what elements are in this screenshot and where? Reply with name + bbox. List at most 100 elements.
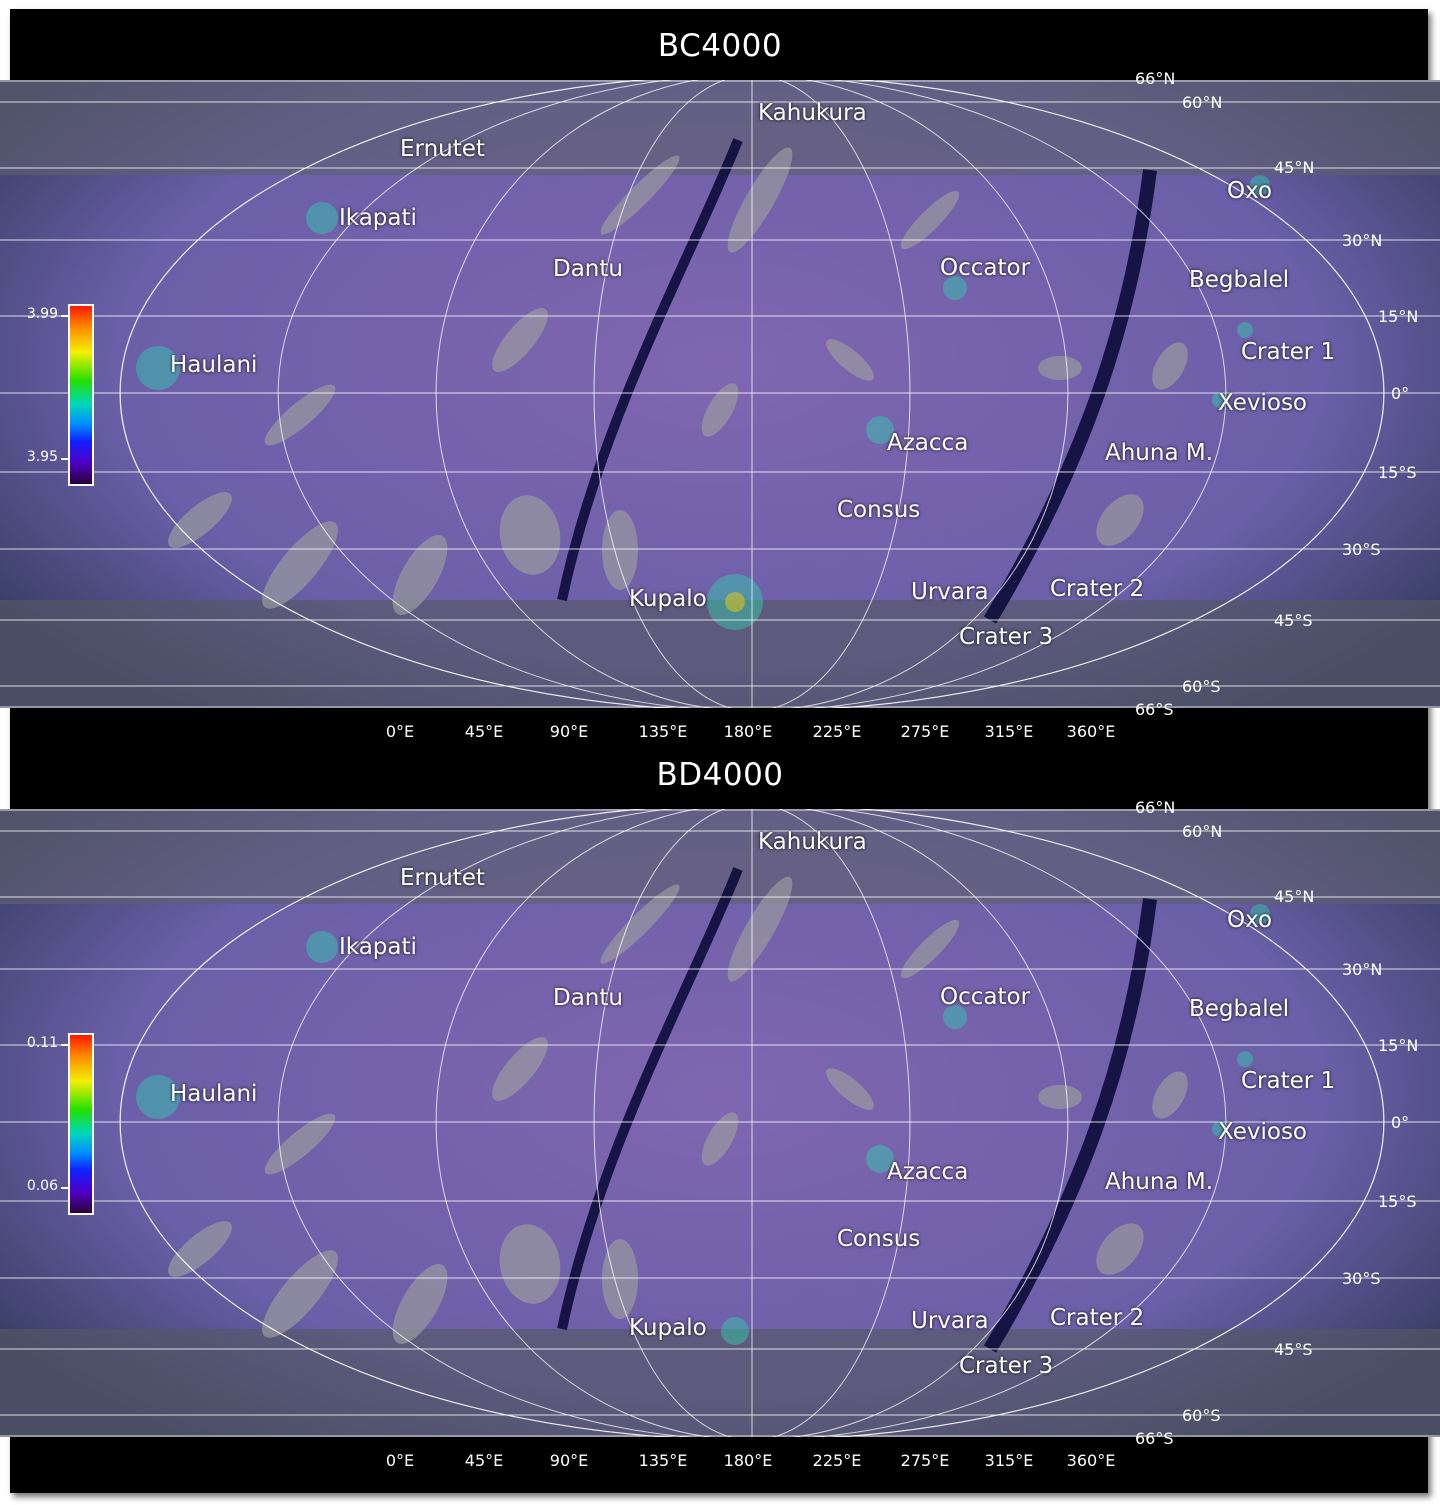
feature-label-oxo: Oxo xyxy=(1227,907,1273,933)
lat-label-30s: 30°S xyxy=(1342,540,1381,559)
lon-label: 225°E xyxy=(812,1451,862,1470)
spectral-spot xyxy=(136,1075,180,1119)
lat-label-66n: 66°N xyxy=(1135,69,1176,88)
feature-label-ernutet: Ernutet xyxy=(400,865,485,891)
meridian-line xyxy=(277,80,753,708)
feature-label-consus: Consus xyxy=(837,1226,921,1252)
lon-label: 360°E xyxy=(1066,722,1116,741)
map-clip-band xyxy=(0,809,1440,1437)
colorbar-min-label: 0.06 xyxy=(26,1178,58,1194)
feature-label-begbalel: Begbalel xyxy=(1189,996,1290,1022)
spectral-spot xyxy=(721,1317,749,1345)
north-polar-band xyxy=(0,809,1440,904)
feature-label-kupalo: Kupalo xyxy=(629,1315,707,1341)
meridian-line xyxy=(751,809,1069,1437)
feature-label-ahuna: Ahuna M. xyxy=(1105,1169,1214,1195)
meridian-line xyxy=(277,809,753,1437)
spectral-spot xyxy=(1212,392,1228,408)
data-gap-patch xyxy=(392,535,448,615)
lon-label: 45°E xyxy=(464,722,504,741)
spectral-spot xyxy=(725,592,745,612)
spectral-spot xyxy=(136,346,180,390)
colorbar-tick-max xyxy=(61,315,68,317)
spectral-spot xyxy=(866,1145,894,1173)
feature-label-xevioso: Xevioso xyxy=(1218,1119,1308,1145)
feature-label-ahuna: Ahuna M. xyxy=(1105,440,1214,466)
meridian-line xyxy=(751,80,1227,708)
panel-title: BC4000 xyxy=(657,28,783,64)
data-gap-patch xyxy=(701,383,739,437)
data-gap-patch xyxy=(1096,1223,1144,1275)
lat-label-30s: 30°S xyxy=(1342,1269,1381,1288)
lon-label: 180°E xyxy=(723,722,773,741)
dark-swath xyxy=(557,867,743,1331)
lon-label: 0°E xyxy=(385,722,415,741)
ceres-map xyxy=(0,80,1440,708)
feature-label-kupalo: Kupalo xyxy=(629,586,707,612)
lon-label: 90°E xyxy=(549,1451,589,1470)
feature-label-ikapati: Ikapati xyxy=(339,205,417,231)
data-gap-patch xyxy=(826,1068,874,1110)
data-gap-patch xyxy=(499,1224,561,1304)
spectral-spot xyxy=(1250,904,1270,924)
lon-label: 275°E xyxy=(900,1451,950,1470)
lat-label-45s: 45°S xyxy=(1274,1340,1313,1359)
lon-label: 0°E xyxy=(385,1451,415,1470)
feature-label-kahukura: Kahukura xyxy=(758,829,867,855)
spectral-spot xyxy=(943,276,967,300)
meridian-line xyxy=(751,809,1227,1437)
feature-label-crater-2: Crater 2 xyxy=(1050,1305,1145,1331)
bc4000-panel: BC4000 3.99 3.95 Kahukura Ernutet Ikapat… xyxy=(0,0,1440,741)
data-gap-patch xyxy=(701,1112,739,1166)
colorbar-max-label: 3.99 xyxy=(26,306,58,322)
lat-label-60n: 60°N xyxy=(1182,93,1223,112)
map-outline xyxy=(119,809,1385,1437)
lat-label-15n: 15°N xyxy=(1378,1036,1419,1055)
north-polar-band xyxy=(0,80,1440,175)
feature-label-haulani: Haulani xyxy=(170,352,258,378)
data-gap-patch xyxy=(1152,342,1188,390)
feature-label-occator: Occator xyxy=(940,255,1031,281)
feature-label-urvara: Urvara xyxy=(911,1308,989,1334)
lat-label-45n: 45°N xyxy=(1274,158,1315,177)
data-gap-patch xyxy=(900,919,960,979)
spectral-spot xyxy=(1250,175,1270,195)
spectral-spot xyxy=(943,1005,967,1029)
lon-label: 135°E xyxy=(638,1451,688,1470)
spectral-spot xyxy=(1212,1121,1228,1137)
lon-label: 315°E xyxy=(984,1451,1034,1470)
dark-swath xyxy=(557,138,743,602)
lat-label-66n: 66°N xyxy=(1135,798,1176,817)
feature-label-dantu: Dantu xyxy=(553,985,623,1011)
data-gap-patch xyxy=(264,1113,336,1175)
lat-label-eq: 0° xyxy=(1391,1113,1410,1132)
data-gap-patch xyxy=(264,384,336,446)
lat-label-45s: 45°S xyxy=(1274,611,1313,630)
meridian-line xyxy=(593,809,753,1437)
meridian-line xyxy=(751,80,1069,708)
lat-label-66s: 66°S xyxy=(1135,1429,1174,1448)
feature-label-crater-1: Crater 1 xyxy=(1241,1068,1336,1094)
meridian-line xyxy=(751,80,911,708)
feature-label-crater-2: Crater 2 xyxy=(1050,576,1145,602)
feature-label-ikapati: Ikapati xyxy=(339,934,417,960)
meridian-line xyxy=(435,80,753,708)
feature-label-urvara: Urvara xyxy=(911,579,989,605)
feature-label-kahukura: Kahukura xyxy=(758,100,867,126)
south-polar-band xyxy=(0,1329,1440,1437)
meridian-line xyxy=(593,80,753,708)
feature-label-xevioso: Xevioso xyxy=(1218,390,1308,416)
data-gap-patch xyxy=(262,1250,338,1338)
lon-label: 180°E xyxy=(723,1451,773,1470)
data-gap-patch xyxy=(492,308,548,372)
bd4000-panel: BD4000 0.11 0.06 Kahukura Ernutet Ikapat… xyxy=(0,729,1440,1470)
lon-label: 360°E xyxy=(1066,1451,1116,1470)
map-surface xyxy=(0,80,1440,708)
colorbar-min-label: 3.95 xyxy=(26,449,58,465)
feature-label-ernutet: Ernutet xyxy=(400,136,485,162)
colorbar-max-label: 0.11 xyxy=(26,1035,58,1051)
lon-label: 135°E xyxy=(638,722,688,741)
feature-label-azacca: Azacca xyxy=(887,1159,969,1185)
lon-label: 90°E xyxy=(549,722,589,741)
colorbar-tick-min xyxy=(61,1187,68,1189)
